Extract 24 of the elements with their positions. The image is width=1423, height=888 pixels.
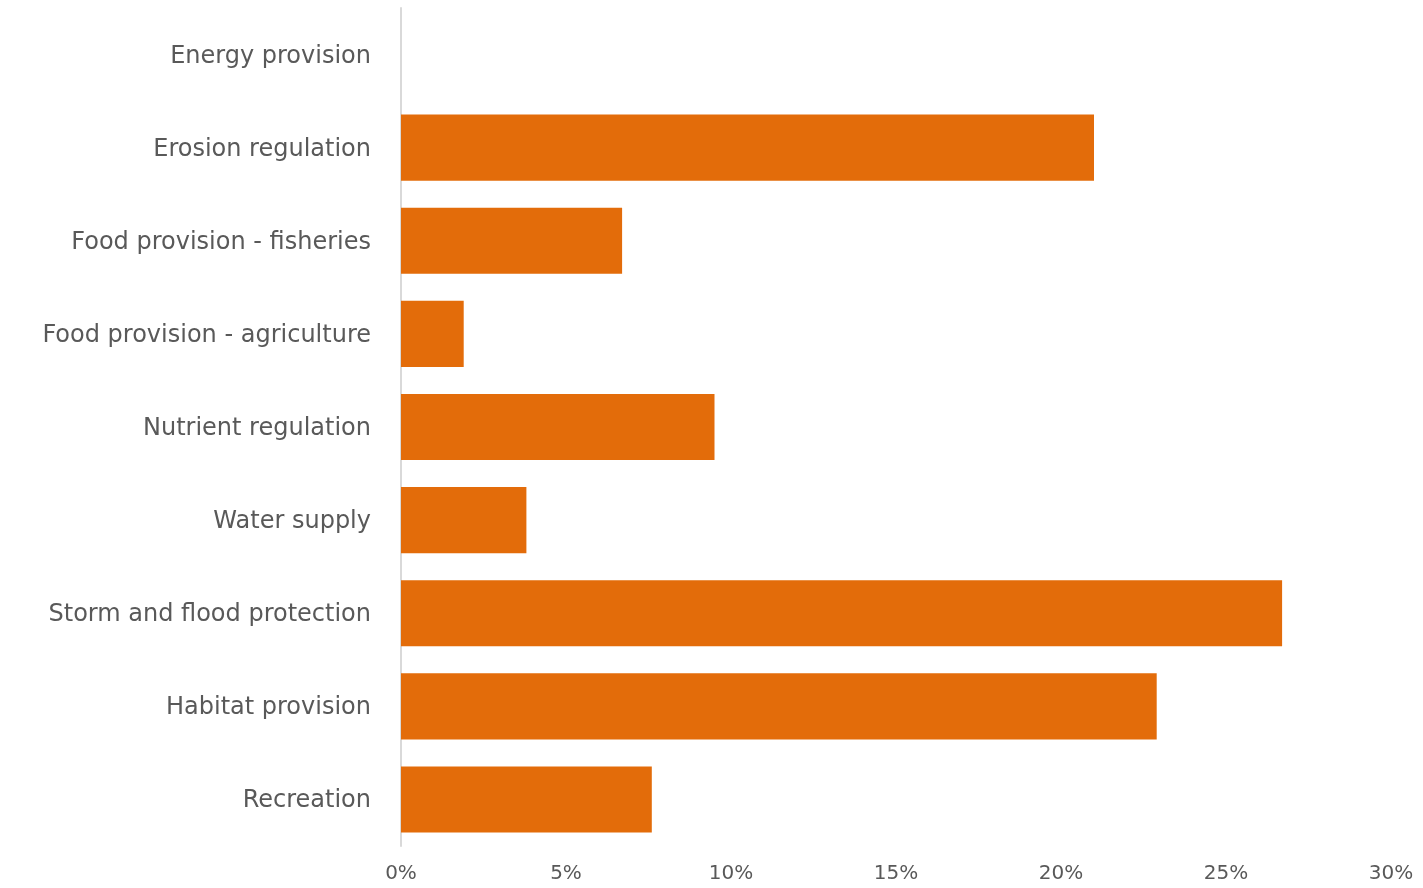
x-tick-label: 30%	[1368, 860, 1414, 884]
bar	[401, 580, 1283, 647]
x-tick-label: 20%	[1038, 860, 1084, 884]
bar	[401, 300, 464, 367]
y-tick-label: Food provision - agriculture	[42, 319, 371, 348]
y-tick-label: Energy provision	[170, 40, 371, 69]
bar	[401, 114, 1094, 181]
y-tick-label: Nutrient regulation	[142, 413, 371, 441]
x-tick-label: 25%	[1203, 860, 1249, 884]
x-tick-label: 0%	[385, 860, 417, 884]
y-tick-label: Food provision - fisheries	[71, 226, 371, 255]
x-tick-label: 15%	[873, 860, 919, 884]
y-tick-label: Water supply	[213, 506, 371, 535]
bar	[401, 766, 652, 833]
bar	[401, 487, 527, 554]
bar	[401, 207, 623, 274]
y-tick-label: Recreation	[242, 785, 371, 814]
y-tick-label: Habitat provision	[165, 692, 371, 721]
bar	[401, 393, 715, 461]
bar	[401, 673, 1157, 740]
x-tick-label: 5%	[550, 860, 582, 884]
x-tick-label: 10%	[708, 860, 754, 884]
y-tick-label: Erosion regulation	[153, 133, 371, 162]
y-tick-label: Storm and flood protection	[48, 599, 371, 628]
